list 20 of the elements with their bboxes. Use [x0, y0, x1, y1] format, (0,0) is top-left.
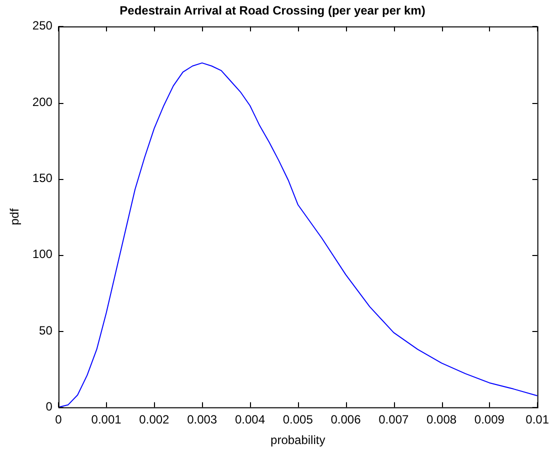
y-axis-title: pdf: [8, 208, 22, 226]
x-tick-label: 0.004: [234, 412, 266, 427]
chart-title: Pedestrain Arrival at Road Crossing (per year per km): [120, 4, 426, 18]
x-tick-label: 0: [55, 412, 62, 427]
x-tick-label: 0.003: [187, 412, 218, 427]
x-tick-label: 0.001: [91, 412, 122, 427]
x-tick-label: 0.007: [378, 412, 409, 427]
y-tick-label: 0: [46, 400, 53, 414]
x-tick-label: 0.002: [139, 412, 170, 427]
x-tick-label: 0.008: [426, 412, 457, 427]
y-tick-label: 50: [39, 323, 53, 338]
y-tick-label: 100: [32, 247, 53, 262]
x-tick-label: 0.01: [526, 412, 550, 427]
x-axis-title: probability: [270, 433, 326, 448]
x-tick-label: 0.005: [282, 412, 314, 427]
x-tick-label: 0.009: [474, 412, 505, 427]
y-tick-label: 250: [32, 18, 53, 33]
x-tick-label: 0.006: [330, 412, 362, 427]
y-tick-label: 150: [32, 171, 53, 186]
y-tick-label: 200: [32, 94, 53, 109]
